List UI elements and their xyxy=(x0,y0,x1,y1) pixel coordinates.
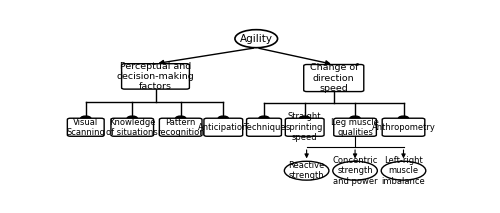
Text: Technique: Technique xyxy=(242,123,286,132)
Circle shape xyxy=(333,161,378,180)
Text: Leg muscle
qualities: Leg muscle qualities xyxy=(331,118,379,137)
Circle shape xyxy=(80,116,91,120)
Circle shape xyxy=(398,116,408,120)
FancyBboxPatch shape xyxy=(286,118,324,136)
Circle shape xyxy=(176,116,186,120)
FancyBboxPatch shape xyxy=(160,118,202,136)
FancyBboxPatch shape xyxy=(111,118,154,136)
FancyBboxPatch shape xyxy=(382,118,425,136)
FancyBboxPatch shape xyxy=(204,118,242,136)
FancyBboxPatch shape xyxy=(68,118,104,136)
FancyBboxPatch shape xyxy=(304,65,364,92)
Text: Perceptual and
decision-making
factors: Perceptual and decision-making factors xyxy=(116,62,194,91)
Text: Anticipation: Anticipation xyxy=(198,123,248,132)
Circle shape xyxy=(350,116,360,120)
FancyBboxPatch shape xyxy=(122,64,190,89)
Circle shape xyxy=(127,116,138,120)
Circle shape xyxy=(218,116,228,120)
Text: Change of
direction
speed: Change of direction speed xyxy=(310,63,358,93)
Ellipse shape xyxy=(235,30,278,48)
Text: Anthropometry: Anthropometry xyxy=(372,123,436,132)
Circle shape xyxy=(259,116,269,120)
Text: Pattern
recognition: Pattern recognition xyxy=(157,118,204,137)
Text: Reactive
strength: Reactive strength xyxy=(288,161,325,180)
Text: Agility: Agility xyxy=(240,34,273,44)
Text: Knowledge
of situations: Knowledge of situations xyxy=(106,118,158,137)
Text: Concentric
strength
and power: Concentric strength and power xyxy=(332,156,378,186)
FancyBboxPatch shape xyxy=(334,118,376,136)
FancyBboxPatch shape xyxy=(246,118,282,136)
Circle shape xyxy=(381,161,426,180)
Circle shape xyxy=(284,161,329,180)
Text: Left-right
muscle
imbalance: Left-right muscle imbalance xyxy=(382,156,426,186)
Text: Straight
sprinting
speed: Straight sprinting speed xyxy=(286,112,324,142)
Text: Visual
Scanning: Visual Scanning xyxy=(66,118,105,137)
Circle shape xyxy=(300,116,310,120)
